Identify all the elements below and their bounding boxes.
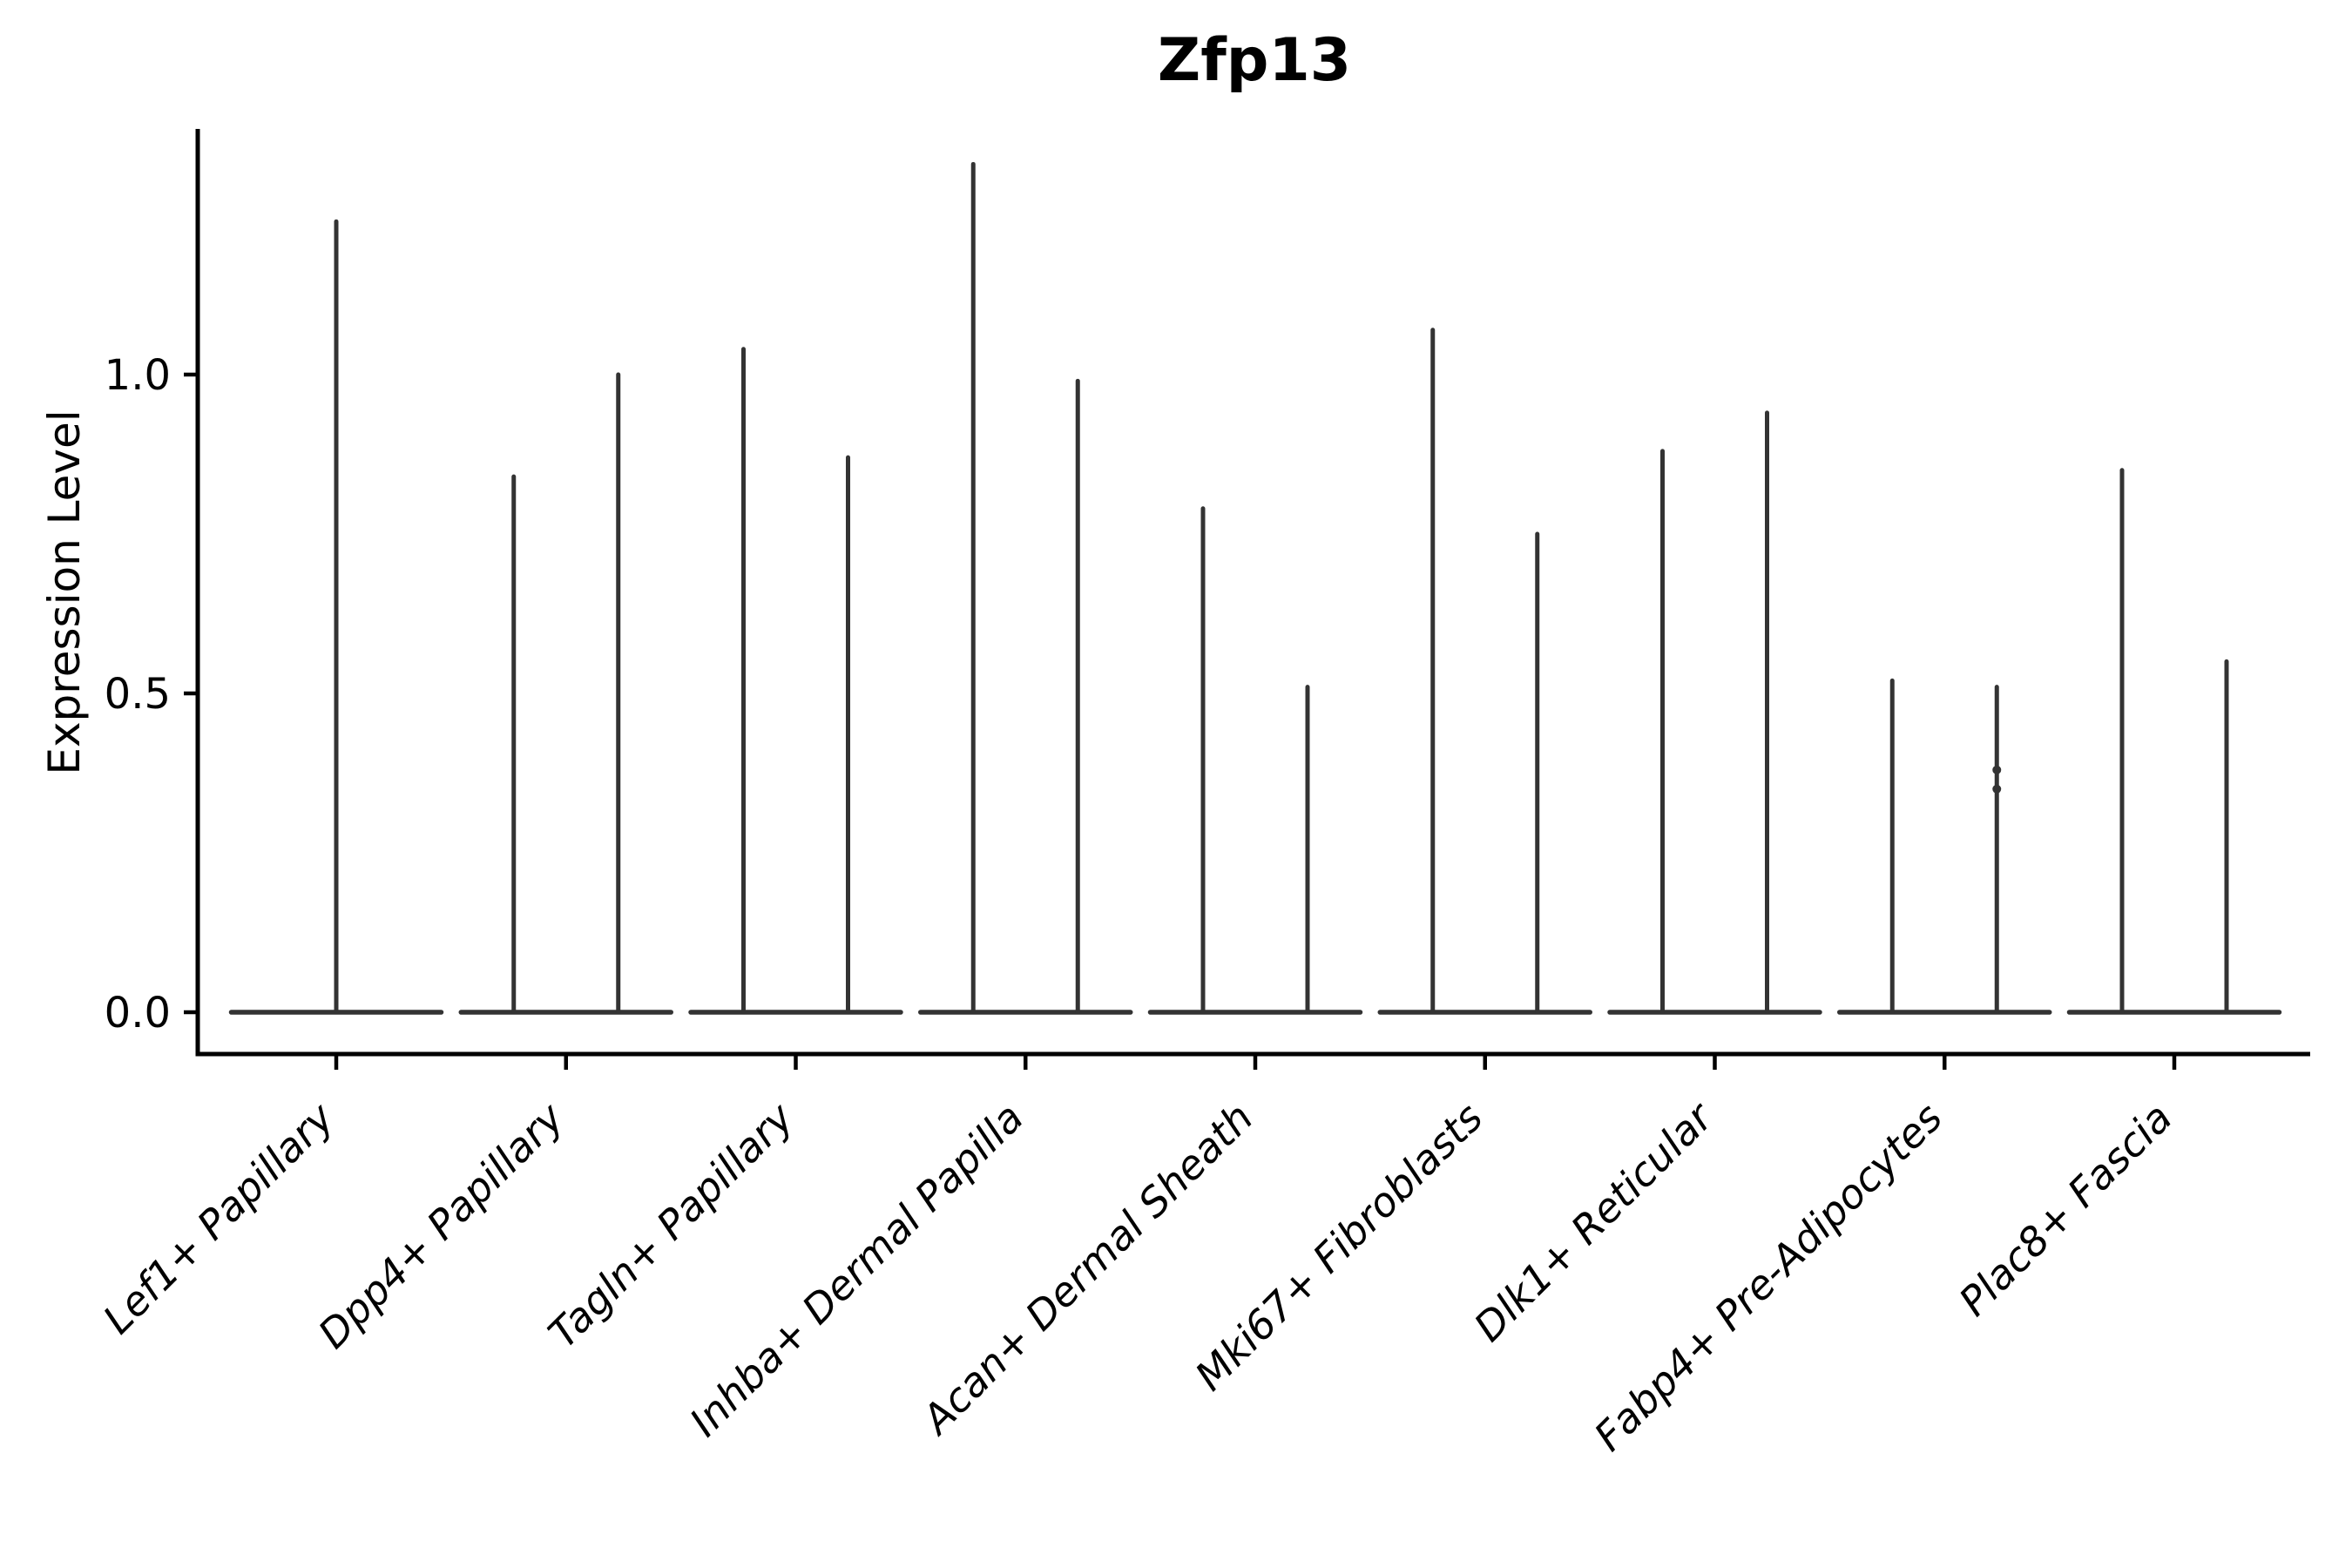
chart-title: Zfp13 <box>1157 26 1352 95</box>
violin-bump <box>1992 784 2002 794</box>
violin-bump <box>1992 765 2002 774</box>
x-tick-label: Plac8+ Fascia <box>1950 1094 2180 1325</box>
y-tick-label: 0.0 <box>105 989 171 1037</box>
x-tick-label: Tagln+ Papillary <box>539 1093 803 1357</box>
x-tick-label: Dpp4+ Papillary <box>309 1093 573 1357</box>
x-tick-label: Dlk1+ Reticular <box>1465 1092 1724 1350</box>
x-tick-label: Lef1+ Papillary <box>94 1093 343 1342</box>
y-tick-label: 0.5 <box>105 670 171 719</box>
y-tick-label: 1.0 <box>105 351 171 400</box>
